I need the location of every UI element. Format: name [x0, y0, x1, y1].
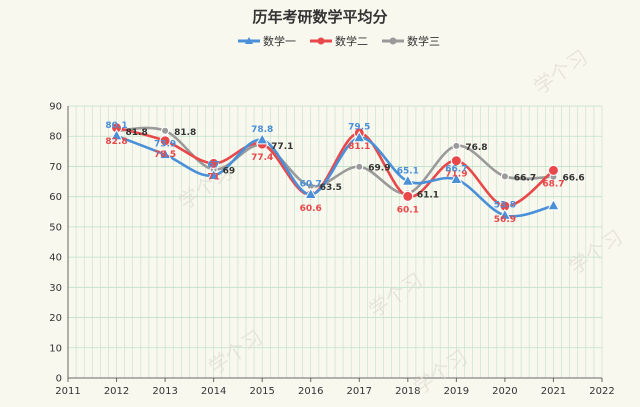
y-tick-label: 50: [49, 222, 62, 233]
data-point: [208, 157, 220, 169]
y-tick-label: 70: [49, 162, 62, 173]
x-tick-label: 2016: [298, 386, 323, 397]
data-point: [158, 147, 172, 160]
x-tick-label: 2014: [201, 386, 226, 397]
data-point: [450, 155, 462, 167]
data-label: 73.9: [154, 140, 176, 150]
data-label: 77.4: [251, 153, 273, 163]
y-tick-label: 30: [49, 283, 62, 294]
data-label: 60.6: [300, 204, 322, 214]
x-tick-label: 2021: [541, 386, 566, 397]
data-point: [304, 187, 318, 200]
data-label: 78.5: [154, 150, 176, 160]
data-label: 60.1: [397, 205, 419, 215]
y-tick-label: 90: [49, 102, 62, 113]
data-label: 69: [223, 166, 236, 176]
data-label: 65.1: [397, 166, 419, 176]
data-label: 78.8: [251, 125, 273, 135]
y-tick-label: 80: [49, 132, 62, 143]
y-tick-label: 60: [49, 192, 62, 203]
legend-marker: [245, 37, 253, 44]
y-tick-label: 0: [56, 374, 62, 385]
x-tick-label: 2017: [347, 386, 372, 397]
legend-label: 数学二: [335, 34, 368, 48]
data-point: [547, 164, 559, 176]
legend-item[interactable]: 数学二: [310, 34, 368, 48]
legend-item[interactable]: 数学一: [238, 34, 296, 48]
series-line: [116, 126, 555, 208]
data-label: 71: [207, 172, 220, 182]
data-label: 81.8: [126, 128, 148, 138]
data-label: 81.1: [348, 142, 370, 152]
data-labels: 81.8 81.8 69 77.1 63.5 69.9 61.1 76.8 66.7 66.6 82…: [105, 121, 584, 225]
legend-item[interactable]: 数学三: [382, 34, 440, 48]
x-tick-label: 2015: [249, 386, 274, 397]
x-tick-label: 2019: [444, 386, 469, 397]
data-point: [547, 198, 560, 211]
data-point: [402, 190, 414, 202]
y-tick-label: 20: [49, 313, 62, 324]
data-label: 60.7: [300, 180, 322, 190]
series-line: [116, 134, 554, 218]
x-tick-label: 2018: [395, 386, 420, 397]
data-label: 71.9: [445, 170, 467, 180]
series-layer: [110, 122, 560, 220]
data-point: [159, 135, 171, 147]
data-label: 77.1: [271, 142, 293, 152]
data-label: 66.7: [514, 173, 536, 183]
data-point: [498, 208, 512, 220]
data-point: [161, 126, 170, 135]
series-2: [111, 122, 559, 212]
data-label: 82.8: [105, 137, 127, 147]
data-point: [355, 162, 364, 171]
data-point: [401, 174, 415, 186]
axes: 2011 2012 2013 2014 2015 2016 2017 2018 2019 2020…: [49, 102, 614, 398]
x-tick-label: 2012: [104, 386, 129, 397]
data-point: [452, 141, 461, 150]
data-label: 68.7: [542, 179, 564, 189]
chart-title: 历年考研数学平均分: [252, 8, 387, 26]
data-label: 76.8: [465, 143, 487, 153]
x-tick-label: 2011: [55, 386, 80, 397]
y-tick-label: 40: [49, 253, 62, 264]
data-label: 69.9: [368, 164, 390, 174]
data-label: 81.8: [174, 128, 196, 138]
data-point: [450, 172, 463, 184]
x-tick-label: 2020: [492, 386, 517, 397]
data-point: [500, 172, 509, 181]
data-point: [207, 168, 220, 181]
data-label: 61.1: [417, 190, 439, 200]
data-label: 79.5: [348, 123, 370, 133]
legend-label: 数学三: [407, 34, 440, 48]
data-label: 53.8: [494, 200, 516, 210]
legend-label: 数学一: [263, 34, 296, 48]
data-label: 80.1: [105, 121, 127, 131]
series-1: [110, 128, 560, 220]
data-point: [255, 132, 269, 145]
data-label: 66.7: [445, 164, 467, 174]
x-tick-label: 2022: [589, 386, 614, 397]
x-tick-label: 2013: [152, 386, 177, 397]
data-label: 67: [207, 161, 220, 171]
data-label: 63.5: [320, 183, 342, 193]
data-label: 56.9: [494, 215, 516, 225]
legend: 数学一 数学二 数学三: [238, 34, 440, 48]
data-label: 66.6: [562, 174, 584, 184]
data-point: [110, 128, 123, 141]
data-point: [352, 130, 366, 143]
y-tick-label: 10: [49, 343, 62, 354]
legend-marker: [317, 37, 325, 45]
legend-marker: [389, 37, 397, 45]
grid: [67, 105, 603, 379]
